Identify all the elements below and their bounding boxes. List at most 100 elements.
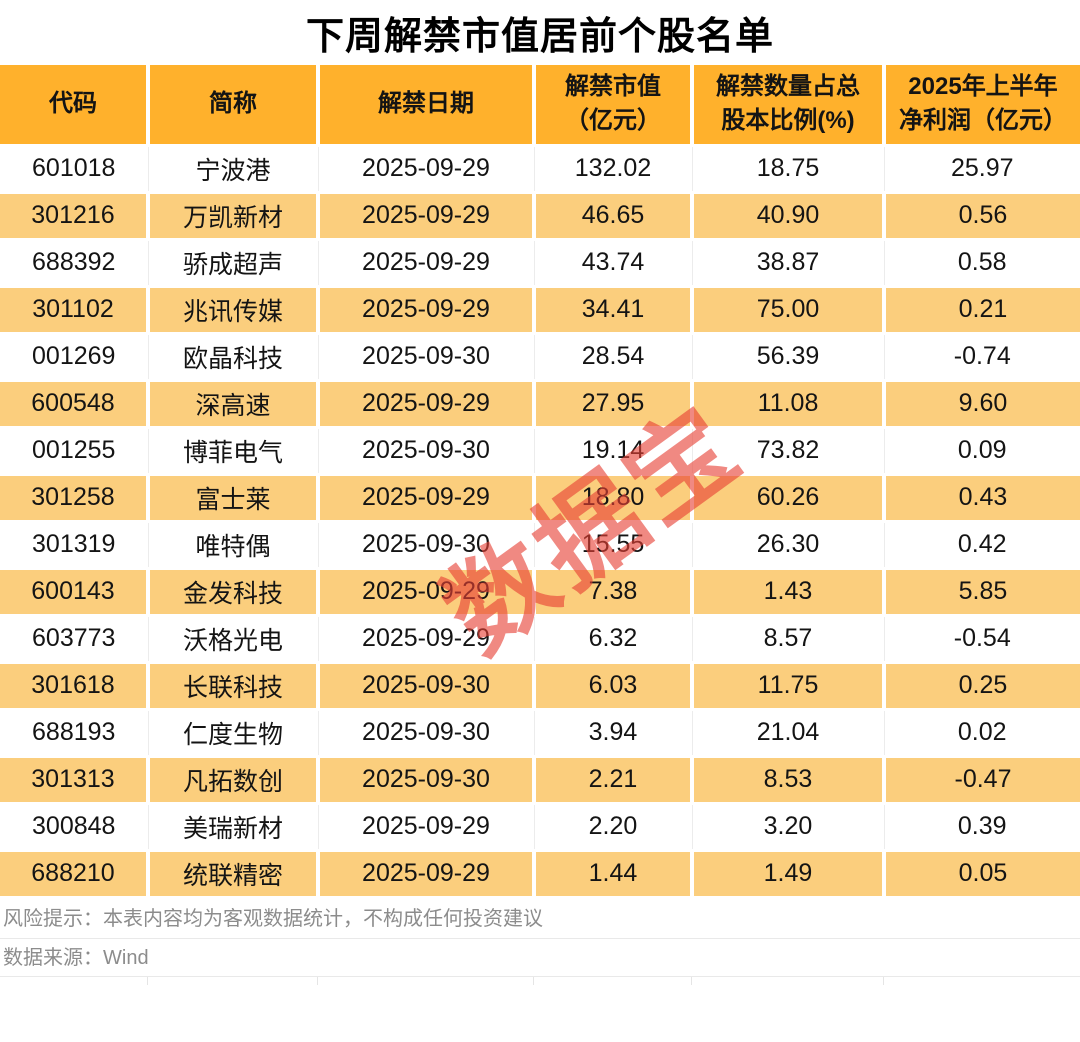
table-cell: 301313	[0, 756, 150, 805]
table-cell: 2025-09-29	[318, 474, 536, 523]
table-cell: 2.21	[534, 756, 694, 805]
table-cell: 2025-09-29	[318, 145, 535, 194]
table-cell: 0.42	[884, 521, 1080, 570]
table-cell: 万凯新材	[148, 192, 320, 241]
table-cell: 富士莱	[148, 474, 320, 523]
table-cell: 仁度生物	[148, 709, 319, 758]
table-row: 301258 富士莱 2025-09-29 18.80 60.26 0.43	[0, 474, 1080, 523]
table-cell: 3.20	[692, 803, 885, 852]
table-cell: 深高速	[148, 380, 320, 429]
table-cell: 46.65	[534, 192, 694, 241]
table-cell: 2025-09-29	[318, 803, 535, 852]
table-cell: 301216	[0, 192, 150, 241]
table-cell: 15.55	[534, 521, 693, 570]
table-cell: 统联精密	[148, 850, 320, 899]
column-header-date: 解禁日期	[318, 65, 536, 147]
table-header: 代码 简称 解禁日期 解禁市值 （亿元） 解禁数量占总 股本比例(%) 2025…	[0, 65, 1080, 147]
table-cell: -0.74	[884, 333, 1080, 382]
table-row: 603773 沃格光电 2025-09-29 6.32 8.57 -0.54	[0, 615, 1080, 664]
table-cell: 688392	[0, 239, 149, 288]
column-header-name: 简称	[148, 65, 320, 147]
table-cell: 600548	[0, 380, 150, 429]
table-cell: 0.39	[884, 803, 1080, 852]
table-cell: 3.94	[534, 709, 693, 758]
table-cell: 19.14	[534, 427, 693, 476]
table-cell: 75.00	[692, 286, 886, 335]
table-cell: 8.57	[692, 615, 885, 664]
table-cell: 301102	[0, 286, 150, 335]
table-cell: 2025-09-29	[318, 850, 536, 899]
table-cell: 56.39	[692, 333, 885, 382]
table-cell: 2.20	[534, 803, 693, 852]
table-row: 601018 宁波港 2025-09-29 132.02 18.75 25.97	[0, 145, 1080, 194]
table-cell: 18.80	[534, 474, 694, 523]
table-cell: 11.08	[692, 380, 886, 429]
table-cell: 兆讯传媒	[148, 286, 320, 335]
table-cell: 1.49	[692, 850, 886, 899]
table-cell: 132.02	[534, 145, 693, 194]
table-cell: 唯特偶	[148, 521, 319, 570]
table-cell: 0.02	[884, 709, 1080, 758]
table-cell: 2025-09-30	[318, 662, 536, 711]
table-row: 600548 深高速 2025-09-29 27.95 11.08 9.60	[0, 380, 1080, 429]
column-header-ratio: 解禁数量占总 股本比例(%)	[692, 65, 886, 147]
grid-line	[147, 976, 148, 985]
table-row: 300848 美瑞新材 2025-09-29 2.20 3.20 0.39	[0, 803, 1080, 852]
table-row: 301216 万凯新材 2025-09-29 46.65 40.90 0.56	[0, 192, 1080, 241]
table-cell: 18.75	[692, 145, 885, 194]
table-row: 301618 长联科技 2025-09-30 6.03 11.75 0.25	[0, 662, 1080, 711]
table-cell: 2025-09-29	[318, 380, 536, 429]
table-cell: 38.87	[692, 239, 885, 288]
table-cell: 301618	[0, 662, 150, 711]
table-row: 688193 仁度生物 2025-09-30 3.94 21.04 0.02	[0, 709, 1080, 758]
table-cell: 0.09	[884, 427, 1080, 476]
table-cell: 0.43	[884, 474, 1080, 523]
table-cell: 2025-09-30	[318, 756, 536, 805]
table-cell: 001255	[0, 427, 149, 476]
unlock-schedule-table: 代码 简称 解禁日期 解禁市值 （亿元） 解禁数量占总 股本比例(%) 2025…	[0, 65, 1080, 899]
table-cell: 0.56	[884, 192, 1080, 241]
table-cell: 25.97	[884, 145, 1080, 194]
data-source: 数据来源：Wind	[0, 938, 1080, 977]
table-cell: 0.25	[884, 662, 1080, 711]
table-cell: 2025-09-29	[318, 568, 536, 617]
table-cell: 0.21	[884, 286, 1080, 335]
table-cell: -0.54	[884, 615, 1080, 664]
table-cell: 骄成超声	[148, 239, 319, 288]
table-cell: 沃格光电	[148, 615, 319, 664]
table-cell: 6.03	[534, 662, 694, 711]
table-cell: 688193	[0, 709, 149, 758]
table-cell: 1.43	[692, 568, 886, 617]
table-cell: 0.05	[884, 850, 1080, 899]
table-cell: 宁波港	[148, 145, 319, 194]
grid-line	[883, 976, 884, 985]
table-cell: 73.82	[692, 427, 885, 476]
table-cell: 博菲电气	[148, 427, 319, 476]
table-header-row: 代码 简称 解禁日期 解禁市值 （亿元） 解禁数量占总 股本比例(%) 2025…	[0, 65, 1080, 147]
empty-grid-row	[0, 976, 1080, 985]
table-row: 688392 骄成超声 2025-09-29 43.74 38.87 0.58	[0, 239, 1080, 288]
table-cell: 1.44	[534, 850, 694, 899]
table-cell: 金发科技	[148, 568, 320, 617]
table-cell: 301319	[0, 521, 149, 570]
table-cell: 7.38	[534, 568, 694, 617]
table-cell: 688210	[0, 850, 150, 899]
table-cell: 26.30	[692, 521, 885, 570]
table-cell: 9.60	[884, 380, 1080, 429]
table-cell: 2025-09-30	[318, 709, 535, 758]
table-cell: 28.54	[534, 333, 693, 382]
table-cell: 2025-09-30	[318, 427, 535, 476]
table-cell: 2025-09-30	[318, 333, 535, 382]
table-cell: 300848	[0, 803, 149, 852]
table-cell: 美瑞新材	[148, 803, 319, 852]
table-row: 301313 凡拓数创 2025-09-30 2.21 8.53 -0.47	[0, 756, 1080, 805]
column-header-code: 代码	[0, 65, 150, 147]
table-cell: 长联科技	[148, 662, 320, 711]
table-cell: 2025-09-30	[318, 521, 535, 570]
table-cell: 2025-09-29	[318, 286, 536, 335]
grid-line	[691, 976, 692, 985]
table-cell: 60.26	[692, 474, 886, 523]
table-cell: 凡拓数创	[148, 756, 320, 805]
table-row: 001269 欧晶科技 2025-09-30 28.54 56.39 -0.74	[0, 333, 1080, 382]
page-title: 下周解禁市值居前个股名单	[305, 16, 774, 58]
